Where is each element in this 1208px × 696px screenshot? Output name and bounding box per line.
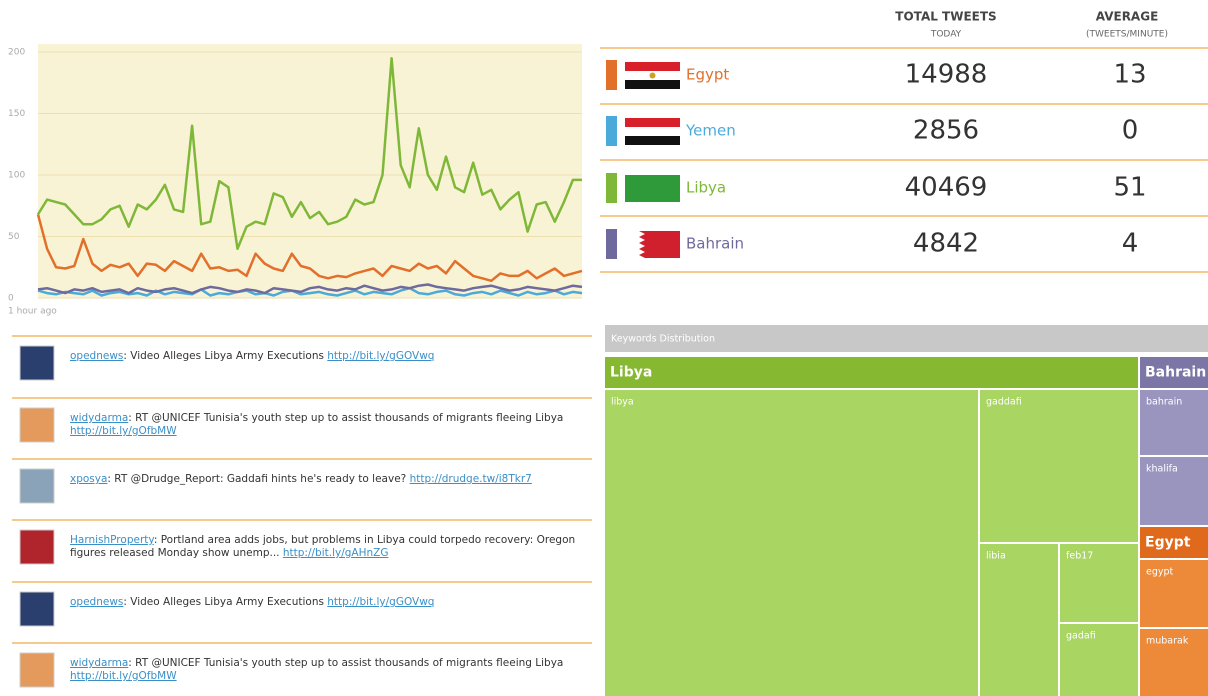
avatar: [20, 653, 54, 687]
avatar: [20, 408, 54, 442]
flag-yemen: [625, 118, 680, 145]
treemap-keyword: gaddafi: [986, 397, 1022, 408]
plot-background: [38, 44, 582, 298]
treemap-group-label: Libya: [610, 365, 652, 381]
treemap-keyword: libia: [986, 551, 1006, 562]
total-tweets: 40469: [905, 173, 988, 203]
flag-egypt: [625, 62, 680, 89]
column-header: TOTAL TWEETS: [895, 10, 996, 24]
color-swatch: [606, 116, 617, 146]
page: { "chart_data": { "type": "line", "annot…: [0, 0, 1208, 696]
tweet-text: : RT @Drudge_Report: Gaddafi hints he's …: [107, 473, 409, 485]
tweet: opednews: Video Alleges Libya Army Execu…: [70, 350, 580, 363]
total-tweets: 14988: [905, 60, 988, 90]
avatar: [20, 592, 54, 626]
country-name: Egypt: [686, 66, 729, 84]
tweet-text: : Video Alleges Libya Army Executions: [123, 350, 327, 362]
flag-libya: [625, 175, 680, 202]
treemap-keyword: mubarak: [1146, 636, 1189, 647]
dashboard: 0 50 100 150 200 1 hour ago TOTAL TWEETS TODAY A…: [0, 0, 1208, 696]
flag-bahrain: [625, 231, 680, 258]
treemap-keyword: feb17: [1066, 551, 1093, 562]
treemap-group-label: Bahrain: [1145, 365, 1206, 381]
treemap-keyword: gadafi: [1066, 631, 1096, 642]
y-tick-label: 150: [8, 109, 25, 119]
tweet-link[interactable]: http://bit.ly/gGOVwq: [327, 350, 434, 362]
column-subheader: TODAY: [930, 30, 962, 40]
treemap-keyword: libya: [611, 397, 634, 408]
average-tweets: 4: [1122, 229, 1139, 259]
avatar: [20, 530, 54, 564]
avatar: [20, 346, 54, 380]
column-subheader: (TWEETS/MINUTE): [1086, 30, 1168, 40]
tweet: HarnishProperty: Portland area adds jobs…: [70, 534, 580, 560]
treemap-cell: [980, 390, 1138, 542]
country-name: Libya: [686, 179, 726, 197]
tweet-user[interactable]: xposya: [70, 473, 107, 485]
tweet-link[interactable]: http://bit.ly/gAHnZG: [283, 547, 389, 559]
tweet-text: : RT @UNICEF Tunisia's youth step up to …: [128, 412, 563, 424]
average-tweets: 13: [1113, 60, 1146, 90]
treemap-keyword: bahrain: [1146, 397, 1182, 408]
tweet: widydarma: RT @UNICEF Tunisia's youth st…: [70, 412, 580, 438]
tweet: widydarma: RT @UNICEF Tunisia's youth st…: [70, 657, 580, 683]
average-tweets: 0: [1122, 116, 1139, 146]
tweet-link[interactable]: http://bit.ly/gOfbMW: [70, 425, 177, 437]
tweet-link[interactable]: http://bit.ly/gGOVwq: [327, 596, 434, 608]
tweet: opednews: Video Alleges Libya Army Execu…: [70, 596, 580, 609]
tweet-user[interactable]: widydarma: [70, 412, 128, 424]
color-swatch: [606, 229, 617, 259]
treemap-group-header: [605, 357, 1138, 388]
avatar: [20, 469, 54, 503]
total-tweets: 2856: [913, 116, 979, 146]
tweet-text: : Video Alleges Libya Army Executions: [123, 596, 327, 608]
average-tweets: 51: [1113, 173, 1146, 203]
y-tick-label: 200: [8, 48, 25, 58]
total-tweets: 4842: [913, 229, 979, 259]
tweet-link[interactable]: http://drudge.tw/i8Tkr7: [410, 473, 532, 485]
x-start-label: 1 hour ago: [8, 307, 57, 317]
tweet-user[interactable]: opednews: [70, 350, 123, 362]
y-tick-label: 50: [8, 232, 20, 242]
column-header: AVERAGE: [1096, 10, 1159, 24]
treemap-title: Keywords Distribution: [611, 334, 715, 345]
country-name: Bahrain: [686, 235, 744, 253]
y-tick-label: 0: [8, 294, 14, 304]
treemap-cell: [980, 544, 1058, 696]
treemap-group-label: Egypt: [1145, 535, 1191, 551]
treemap-cell: [605, 390, 978, 696]
tweet-user[interactable]: opednews: [70, 596, 123, 608]
color-swatch: [606, 173, 617, 203]
color-swatch: [606, 60, 617, 90]
tweet-user[interactable]: HarnishProperty: [70, 534, 154, 546]
country-name: Yemen: [685, 122, 736, 140]
treemap-keyword: egypt: [1146, 567, 1174, 578]
tweet-user[interactable]: widydarma: [70, 657, 128, 669]
tweet-text: : RT @UNICEF Tunisia's youth step up to …: [128, 657, 563, 669]
treemap-keyword: khalifa: [1146, 464, 1178, 475]
tweet: xposya: RT @Drudge_Report: Gaddafi hints…: [70, 473, 580, 486]
tweet-link[interactable]: http://bit.ly/gOfbMW: [70, 670, 177, 682]
y-tick-label: 100: [8, 171, 25, 181]
